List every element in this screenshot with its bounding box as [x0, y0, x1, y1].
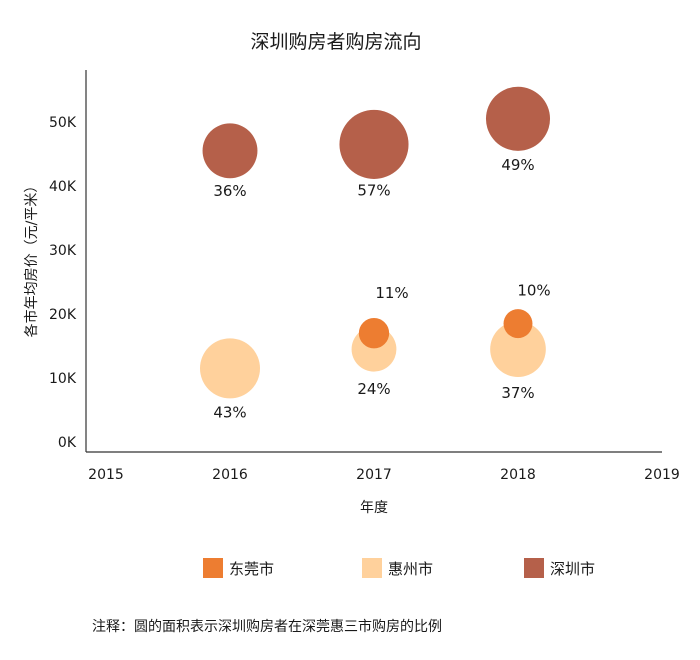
- legend: 东莞市 惠州市 深圳市: [203, 558, 595, 578]
- bubble-huizhou-2016: [200, 338, 260, 399]
- y-tick-label: 50K: [49, 115, 77, 131]
- x-tick-label: 2015: [88, 467, 124, 483]
- x-tick-label: 2018: [500, 467, 536, 483]
- legend-swatch-1: [362, 558, 382, 578]
- bubble-shenzhen-2018: [485, 86, 551, 151]
- legend-label: 深圳市: [550, 560, 595, 578]
- bubble-shenzhen-2017: [339, 109, 409, 179]
- x-axis-label: 年度: [360, 500, 388, 516]
- footnote: 注释：圆的面积表示深圳购房者在深莞惠三市购房的比例: [92, 618, 442, 635]
- bubble-label: 11%: [375, 284, 408, 302]
- bubbles-layer: [200, 86, 551, 399]
- bubble-huizhou-2018: [490, 321, 546, 378]
- bubble-label: 43%: [213, 404, 246, 422]
- bubble-labels-layer: 43% 11% 10% 24% 37% 36% 57% 49%: [213, 156, 550, 422]
- y-tick-label: 30K: [49, 243, 77, 259]
- legend-label: 惠州市: [388, 560, 433, 578]
- legend-swatch-2: [524, 558, 544, 578]
- bubble-label: 37%: [501, 384, 534, 402]
- legend-label: 东莞市: [229, 560, 274, 578]
- bubble-shenzhen-2016: [202, 123, 258, 179]
- bubble-label: 57%: [357, 181, 390, 199]
- bubble-dongguan-2018: [503, 309, 533, 339]
- y-tick-label: 0K: [58, 435, 77, 451]
- x-tick-label: 2016: [212, 467, 248, 483]
- x-tick-labels: 2015 2016 2017 2018 2019: [88, 467, 680, 483]
- legend-swatch-0: [203, 558, 223, 578]
- bubble-label: 10%: [517, 282, 550, 300]
- bubble-label: 49%: [501, 156, 534, 174]
- x-tick-label: 2019: [644, 467, 680, 483]
- y-tick-label: 20K: [49, 307, 77, 323]
- bubble-label: 36%: [213, 182, 246, 200]
- bubble-dongguan-2017: [358, 318, 390, 349]
- bubble-label: 24%: [357, 380, 390, 398]
- chart-title: 深圳购房者购房流向: [250, 31, 421, 53]
- y-tick-label: 40K: [49, 179, 77, 195]
- y-axis-label: 各市年均房价（元/平米）: [23, 179, 40, 338]
- y-tick-labels: 0K 10K 20K 30K 40K 50K: [49, 115, 77, 451]
- y-tick-label: 10K: [49, 371, 77, 387]
- x-tick-label: 2017: [356, 467, 392, 483]
